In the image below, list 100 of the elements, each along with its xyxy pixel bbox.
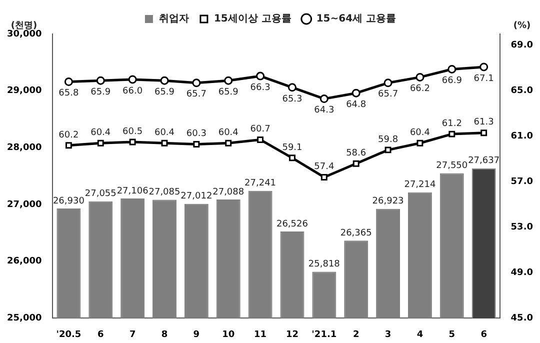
data-label: 64.3 xyxy=(314,106,334,116)
x-tick-label: 6 xyxy=(480,330,487,340)
y-axis-title: (천명) xyxy=(10,20,38,31)
data-label: 66.9 xyxy=(442,76,462,86)
x-tick-label: 12 xyxy=(286,330,298,340)
data-label: 27,088 xyxy=(212,187,244,198)
data-label: 66.3 xyxy=(250,82,270,93)
data-label: 65.9 xyxy=(154,87,175,98)
data-label: 27,637 xyxy=(468,156,500,166)
point xyxy=(257,136,264,143)
x-tick-label: '20.5 xyxy=(56,330,82,340)
point xyxy=(128,75,137,84)
legend-label: 15~64세 고용률 xyxy=(316,14,396,25)
point xyxy=(384,78,392,88)
x-tick-label: 9 xyxy=(193,330,200,340)
data-label: 60.7 xyxy=(250,124,270,135)
x-tick-label: 6 xyxy=(97,330,104,340)
data-label: 27,085 xyxy=(148,188,180,198)
point xyxy=(320,94,328,104)
data-label: 60.5 xyxy=(122,126,143,137)
point xyxy=(96,76,105,85)
data-label: 59.8 xyxy=(378,134,398,145)
y-tick-label: 25,000 xyxy=(6,314,42,324)
point xyxy=(161,140,168,146)
data-label: 27,241 xyxy=(244,178,276,189)
x-tick-label: 7 xyxy=(129,330,136,340)
x-tick-label: 3 xyxy=(384,330,392,340)
data-label: 59.1 xyxy=(282,142,302,153)
data-label: 27,012 xyxy=(180,192,212,202)
point xyxy=(416,72,424,82)
data-label: 26,526 xyxy=(276,219,308,230)
y2-tick-label: 53.0 xyxy=(510,222,534,233)
data-label: 27,055 xyxy=(84,189,116,200)
x-tick-label: 8 xyxy=(161,330,168,340)
legend-label: 15세이상 고용률 xyxy=(214,14,292,25)
x-tick-label: 2 xyxy=(352,330,360,340)
y2-tick-label: 45.0 xyxy=(510,314,534,324)
data-label: 60.4 xyxy=(90,128,111,138)
data-label: 25,818 xyxy=(308,260,340,270)
point xyxy=(224,76,233,85)
point xyxy=(352,160,360,167)
point xyxy=(256,72,265,80)
data-label: 60.4 xyxy=(410,128,430,138)
point xyxy=(480,130,488,136)
point xyxy=(384,146,392,154)
x-tick-label: 11 xyxy=(254,330,267,340)
data-label: 65.3 xyxy=(282,94,302,104)
point xyxy=(416,140,424,146)
data-label: 66.2 xyxy=(410,84,430,94)
data-label: 61.3 xyxy=(474,118,494,128)
data-label: 60.4 xyxy=(154,128,175,138)
point xyxy=(160,76,169,85)
point xyxy=(448,64,456,74)
data-label: 67.1 xyxy=(474,74,494,84)
y2-tick-label: 69.0 xyxy=(510,40,534,51)
data-label: 26,930 xyxy=(52,196,85,206)
y-tick-label: 30,000 xyxy=(6,29,42,40)
data-label: 57.4 xyxy=(314,162,334,172)
x-tick-label: 10 xyxy=(222,330,235,340)
y2-axis-title: (%) xyxy=(513,20,531,31)
point xyxy=(352,88,360,98)
y-tick-label: 29,000 xyxy=(6,86,42,96)
data-label: 58.6 xyxy=(346,148,366,158)
point xyxy=(225,140,232,146)
y2-tick-label: 49.0 xyxy=(510,268,534,278)
x-tick-label: 5 xyxy=(448,330,456,340)
y2-tick-label: 65.0 xyxy=(510,86,534,96)
data-label: 26,365 xyxy=(340,228,372,238)
point xyxy=(192,78,201,88)
data-label: 60.2 xyxy=(58,130,79,140)
data-label: 60.4 xyxy=(218,128,239,138)
y-tick-label: 27,000 xyxy=(6,200,42,210)
point xyxy=(193,141,200,148)
point xyxy=(129,138,136,146)
y-tick-label: 26,000 xyxy=(6,256,42,267)
data-label: 60.3 xyxy=(186,129,206,140)
point xyxy=(480,62,488,72)
point xyxy=(320,174,328,180)
data-label: 61.2 xyxy=(442,118,462,129)
data-label: 27,550 xyxy=(436,161,468,172)
y2-tick-label: 61.0 xyxy=(510,132,534,142)
data-label: 27,106 xyxy=(116,186,149,196)
y2-tick-label: 57.0 xyxy=(510,177,534,188)
data-label: 27,214 xyxy=(404,180,436,190)
point xyxy=(64,77,73,86)
point xyxy=(289,154,296,162)
data-label: 65.7 xyxy=(186,90,206,100)
legend-label: 취업자 xyxy=(158,14,189,25)
y-tick-label: 28,000 xyxy=(6,143,42,154)
data-label: 65.9 xyxy=(218,87,239,98)
data-label: 66.0 xyxy=(122,86,143,96)
x-tick-label: '21.1 xyxy=(312,330,337,340)
data-label: 65.8 xyxy=(58,88,79,99)
x-tick-label: 4 xyxy=(416,330,424,340)
data-label: 65.9 xyxy=(90,87,111,98)
data-label: 26,923 xyxy=(372,196,404,207)
point xyxy=(448,130,456,138)
data-label: 65.7 xyxy=(378,90,398,100)
point xyxy=(288,83,296,92)
point xyxy=(65,142,72,149)
